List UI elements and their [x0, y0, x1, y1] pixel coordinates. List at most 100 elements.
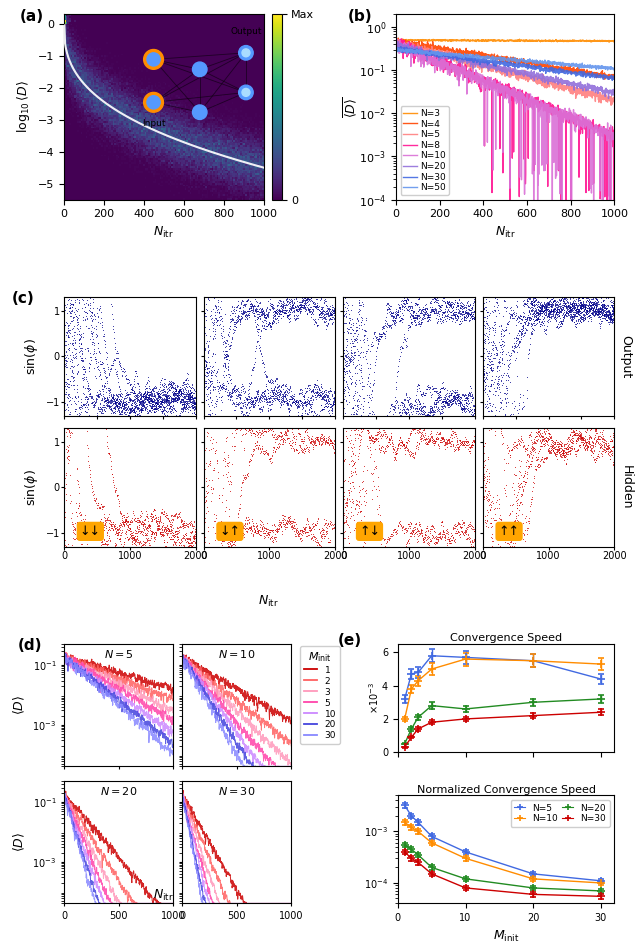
Point: [60, 374, 70, 389]
Point: [285, 301, 296, 317]
Point: [468, 403, 479, 418]
Point: [444, 303, 454, 319]
Point: [307, 382, 317, 398]
Point: [417, 523, 427, 538]
Point: [495, 420, 505, 436]
Point: [290, 434, 300, 449]
Point: [106, 408, 116, 423]
Point: [139, 522, 149, 537]
Point: [525, 458, 536, 474]
Point: [184, 388, 195, 403]
Point: [538, 299, 548, 314]
Point: [78, 359, 88, 374]
Point: [387, 309, 397, 324]
Point: [186, 379, 196, 395]
Point: [348, 408, 358, 423]
Point: [89, 490, 99, 505]
Point: [200, 305, 210, 320]
Point: [451, 523, 461, 538]
Point: [74, 323, 84, 339]
Point: [383, 408, 394, 423]
Point: [592, 306, 602, 321]
Point: [417, 314, 427, 329]
Point: [607, 301, 618, 317]
Point: [411, 420, 421, 436]
Point: [548, 442, 558, 457]
Point: [246, 289, 257, 304]
Point: [93, 308, 104, 323]
Point: [259, 386, 269, 401]
Point: [227, 386, 237, 401]
Point: [209, 362, 219, 378]
Point: [436, 398, 446, 414]
Point: [182, 393, 193, 408]
Point: [263, 525, 273, 540]
Point: [569, 420, 579, 436]
Point: [508, 437, 518, 452]
Point: [324, 534, 334, 549]
Point: [362, 408, 372, 423]
Point: [174, 537, 184, 553]
Point: [166, 380, 177, 396]
Point: [456, 401, 467, 417]
Point: [384, 408, 394, 423]
Point: [100, 378, 111, 394]
Point: [377, 408, 387, 423]
Point: [186, 518, 196, 534]
Point: [387, 398, 397, 413]
Point: [429, 531, 439, 546]
Point: [457, 387, 467, 402]
Point: [202, 485, 212, 500]
Point: [518, 320, 528, 336]
Point: [101, 289, 111, 304]
Point: [458, 388, 468, 403]
Point: [79, 359, 89, 375]
Point: [538, 430, 548, 445]
Point: [105, 289, 115, 304]
Point: [411, 392, 421, 407]
Point: [266, 372, 276, 387]
Point: [222, 333, 232, 348]
Point: [92, 359, 102, 375]
Point: [428, 289, 438, 304]
Point: [110, 399, 120, 415]
Point: [563, 298, 573, 313]
Point: [453, 395, 463, 410]
Point: [231, 395, 241, 410]
Point: [548, 433, 558, 448]
Point: [579, 300, 589, 315]
Point: [563, 289, 573, 304]
Point: [522, 452, 532, 467]
Point: [214, 304, 224, 320]
Point: [590, 305, 600, 320]
Point: [607, 440, 617, 456]
Point: [183, 390, 193, 405]
Point: [312, 407, 323, 422]
Point: [423, 408, 433, 423]
Point: [423, 306, 433, 321]
Point: [244, 422, 255, 437]
Point: [272, 370, 282, 385]
Point: [212, 408, 223, 423]
Point: [412, 422, 422, 437]
Point: [67, 408, 77, 423]
Point: [521, 311, 531, 326]
Point: [134, 394, 144, 409]
Point: [142, 392, 152, 407]
Point: [401, 538, 411, 553]
Point: [452, 386, 463, 401]
Point: [436, 289, 446, 304]
Point: [445, 438, 455, 454]
Point: [188, 534, 198, 550]
Point: [593, 435, 603, 450]
Point: [449, 521, 459, 536]
Point: [255, 388, 265, 403]
Point: [394, 351, 404, 366]
Point: [260, 391, 270, 406]
Point: [288, 514, 298, 530]
Point: [149, 404, 159, 419]
Point: [175, 386, 186, 401]
Point: [139, 392, 149, 407]
Point: [397, 408, 407, 423]
Point: [172, 387, 182, 402]
